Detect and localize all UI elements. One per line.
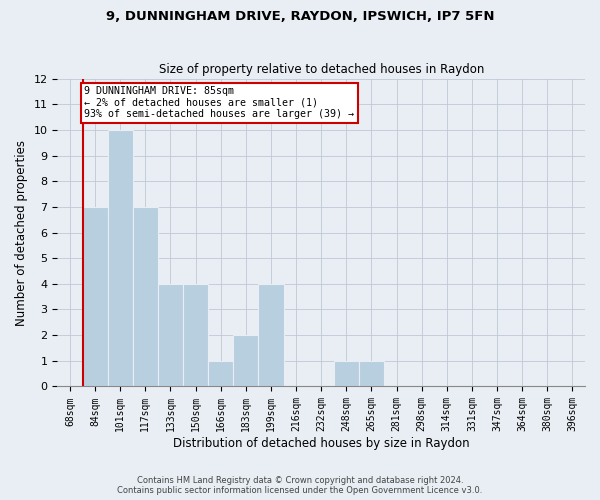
- Bar: [183, 284, 208, 386]
- Bar: [208, 361, 233, 386]
- Title: Size of property relative to detached houses in Raydon: Size of property relative to detached ho…: [158, 63, 484, 76]
- Bar: [83, 207, 107, 386]
- Bar: [233, 335, 259, 386]
- Text: 9, DUNNINGHAM DRIVE, RAYDON, IPSWICH, IP7 5FN: 9, DUNNINGHAM DRIVE, RAYDON, IPSWICH, IP…: [106, 10, 494, 23]
- Bar: [334, 361, 359, 386]
- Text: Contains HM Land Registry data © Crown copyright and database right 2024.
Contai: Contains HM Land Registry data © Crown c…: [118, 476, 482, 495]
- Bar: [107, 130, 133, 386]
- Bar: [158, 284, 183, 386]
- Bar: [259, 284, 284, 386]
- X-axis label: Distribution of detached houses by size in Raydon: Distribution of detached houses by size …: [173, 437, 470, 450]
- Bar: [133, 207, 158, 386]
- Bar: [359, 361, 384, 386]
- Text: 9 DUNNINGHAM DRIVE: 85sqm
← 2% of detached houses are smaller (1)
93% of semi-de: 9 DUNNINGHAM DRIVE: 85sqm ← 2% of detach…: [84, 86, 354, 120]
- Y-axis label: Number of detached properties: Number of detached properties: [15, 140, 28, 326]
